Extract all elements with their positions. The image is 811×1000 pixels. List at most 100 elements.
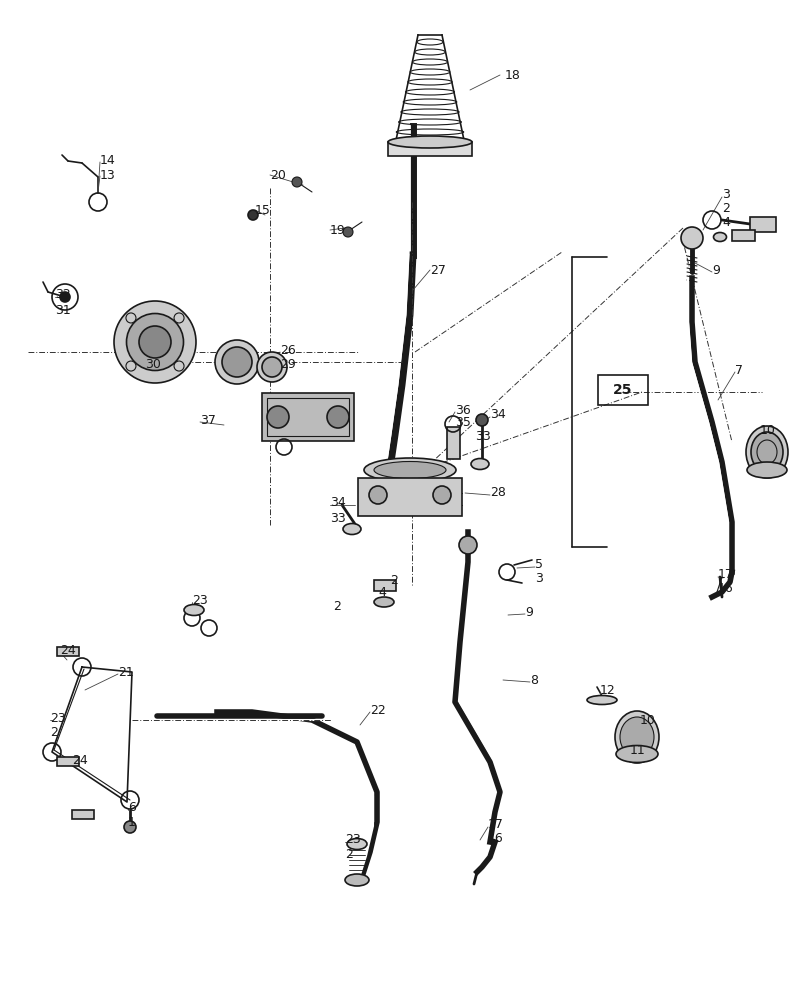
Text: 37: 37 xyxy=(200,414,216,426)
Text: 34: 34 xyxy=(489,408,505,422)
Ellipse shape xyxy=(620,717,653,757)
Text: 19: 19 xyxy=(329,224,345,236)
Circle shape xyxy=(267,406,289,428)
Text: 11: 11 xyxy=(629,744,645,756)
Text: 6: 6 xyxy=(128,801,135,814)
Ellipse shape xyxy=(139,326,171,358)
Bar xyxy=(597,375,647,405)
Text: 21: 21 xyxy=(118,666,134,678)
Ellipse shape xyxy=(713,232,726,241)
Ellipse shape xyxy=(221,347,251,377)
Text: 2: 2 xyxy=(389,574,397,586)
Text: 2: 2 xyxy=(50,726,58,740)
Ellipse shape xyxy=(184,604,204,615)
Ellipse shape xyxy=(374,597,393,607)
Ellipse shape xyxy=(746,462,786,478)
Circle shape xyxy=(247,210,258,220)
Text: 2: 2 xyxy=(333,600,341,613)
Text: 26: 26 xyxy=(280,344,295,357)
Text: 27: 27 xyxy=(430,263,445,276)
Bar xyxy=(749,217,775,232)
Bar xyxy=(446,427,460,459)
Text: 30: 30 xyxy=(145,359,161,371)
Ellipse shape xyxy=(614,711,659,763)
Text: 25: 25 xyxy=(612,383,632,397)
Text: 17: 17 xyxy=(717,568,733,582)
Text: 4: 4 xyxy=(721,216,729,229)
Ellipse shape xyxy=(215,340,259,384)
Text: 12: 12 xyxy=(599,684,615,696)
Text: 22: 22 xyxy=(370,704,385,716)
Text: 9: 9 xyxy=(711,263,719,276)
Bar xyxy=(57,647,79,656)
Text: 23: 23 xyxy=(345,833,360,846)
Circle shape xyxy=(680,227,702,249)
Bar xyxy=(358,478,461,516)
Text: 16: 16 xyxy=(717,582,733,595)
Text: 24: 24 xyxy=(60,644,75,656)
Ellipse shape xyxy=(342,524,361,534)
Text: 4: 4 xyxy=(378,586,385,599)
Text: 5: 5 xyxy=(534,558,543,572)
Circle shape xyxy=(458,536,476,554)
Ellipse shape xyxy=(363,458,456,482)
Bar xyxy=(57,757,79,766)
Text: 23: 23 xyxy=(50,712,66,724)
Ellipse shape xyxy=(262,357,281,377)
Text: 31: 31 xyxy=(55,304,71,316)
Text: 35: 35 xyxy=(454,416,470,430)
Text: 24: 24 xyxy=(72,754,88,766)
Text: 23: 23 xyxy=(191,593,208,606)
Ellipse shape xyxy=(257,352,286,382)
Text: 9: 9 xyxy=(525,605,532,618)
Circle shape xyxy=(60,292,70,302)
Text: 18: 18 xyxy=(504,69,520,82)
Ellipse shape xyxy=(586,696,616,704)
Ellipse shape xyxy=(750,432,782,472)
Ellipse shape xyxy=(374,462,445,479)
Bar xyxy=(374,580,396,591)
Text: 13: 13 xyxy=(100,169,116,182)
Ellipse shape xyxy=(127,314,183,370)
Circle shape xyxy=(432,486,450,504)
Bar xyxy=(262,393,354,441)
Ellipse shape xyxy=(388,136,471,148)
Text: 1: 1 xyxy=(128,816,135,829)
Bar xyxy=(267,398,349,436)
Text: 14: 14 xyxy=(100,154,116,167)
Text: 2: 2 xyxy=(345,848,353,861)
Text: 15: 15 xyxy=(255,204,271,217)
Text: 34: 34 xyxy=(329,496,345,510)
Circle shape xyxy=(342,227,353,237)
Text: 33: 33 xyxy=(474,430,490,444)
Circle shape xyxy=(124,821,135,833)
Text: 16: 16 xyxy=(487,832,503,845)
Circle shape xyxy=(475,414,487,426)
Circle shape xyxy=(368,486,387,504)
Ellipse shape xyxy=(345,874,368,886)
Text: 32: 32 xyxy=(55,288,71,302)
Text: 29: 29 xyxy=(280,359,295,371)
Text: 36: 36 xyxy=(454,403,470,416)
Ellipse shape xyxy=(346,838,367,849)
Ellipse shape xyxy=(470,458,488,470)
Text: 33: 33 xyxy=(329,512,345,524)
Ellipse shape xyxy=(745,426,787,478)
Text: 10: 10 xyxy=(639,714,655,726)
Ellipse shape xyxy=(114,301,195,383)
Bar xyxy=(731,230,754,241)
Text: 3: 3 xyxy=(534,572,543,585)
Ellipse shape xyxy=(616,746,657,762)
Text: 28: 28 xyxy=(489,487,505,499)
Bar xyxy=(72,810,94,819)
Text: 7: 7 xyxy=(734,363,742,376)
Text: 10: 10 xyxy=(759,424,775,436)
Circle shape xyxy=(292,177,302,187)
Circle shape xyxy=(327,406,349,428)
Text: 3: 3 xyxy=(721,188,729,202)
Bar xyxy=(388,142,471,156)
Text: 8: 8 xyxy=(530,674,538,686)
Text: 20: 20 xyxy=(270,169,285,182)
Text: 17: 17 xyxy=(487,818,504,831)
Text: 2: 2 xyxy=(721,202,729,215)
